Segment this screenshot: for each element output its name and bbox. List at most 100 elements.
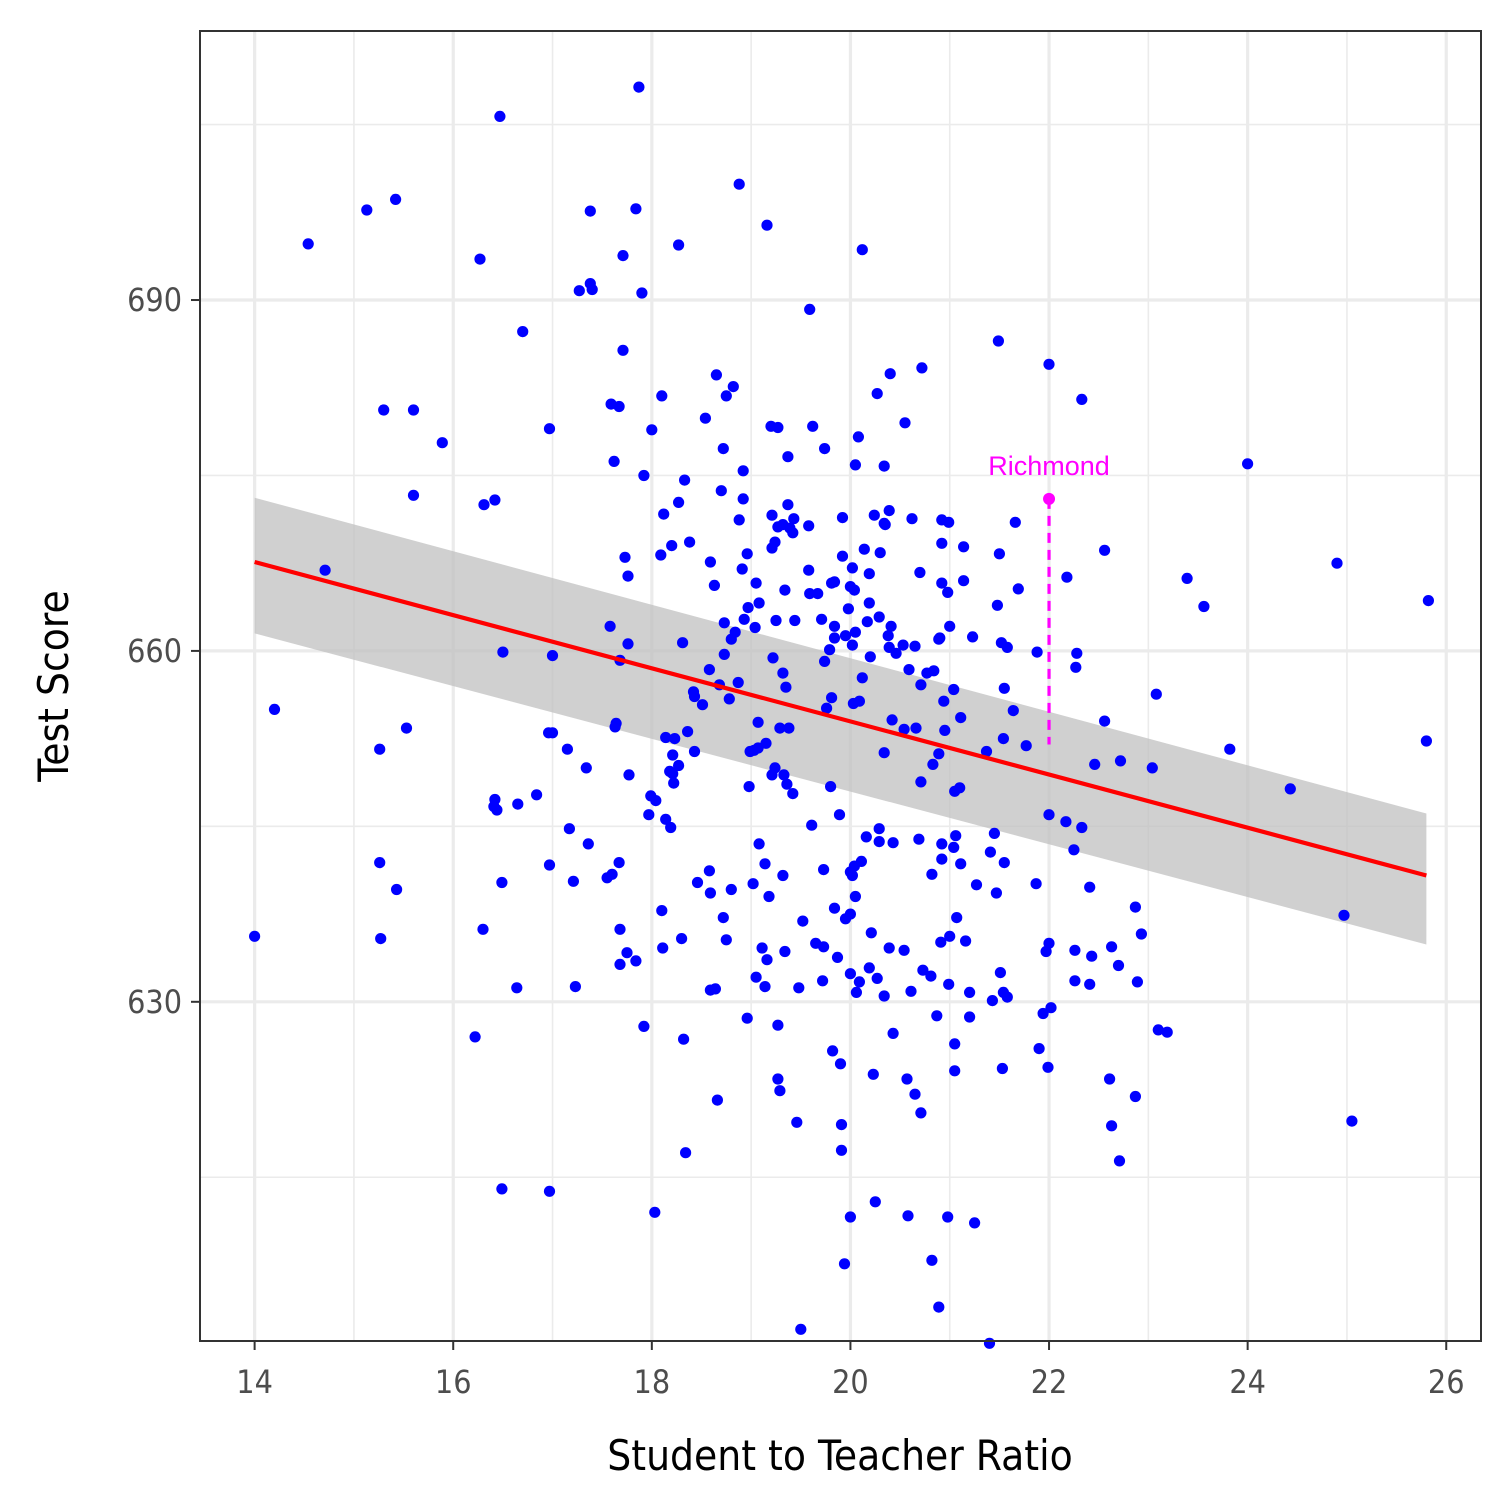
data-point: [512, 798, 524, 810]
data-point: [766, 769, 778, 781]
data-point: [936, 537, 948, 549]
data-point: [834, 1058, 847, 1070]
data-point: [935, 936, 947, 948]
data-point: [673, 239, 685, 251]
data-point: [374, 743, 386, 755]
data-point: [621, 947, 633, 959]
data-point: [743, 781, 755, 793]
data-point: [825, 781, 837, 793]
data-point: [646, 424, 658, 436]
data-point: [868, 509, 880, 521]
data-point: [268, 703, 281, 716]
data-point: [1104, 1073, 1116, 1085]
data-point: [742, 602, 754, 614]
data-point: [1045, 1002, 1057, 1014]
data-point: [1152, 1024, 1164, 1036]
data-point: [666, 540, 678, 552]
data-point: [942, 586, 954, 599]
data-point: [619, 551, 631, 563]
data-point: [511, 982, 523, 994]
data-point: [752, 716, 764, 728]
data-point: [997, 733, 1010, 745]
data-point: [622, 638, 634, 650]
data-point: [531, 789, 543, 801]
data-point: [656, 905, 668, 917]
data-point: [660, 813, 672, 825]
data-point: [249, 930, 261, 942]
data-point: [863, 597, 875, 609]
data-point: [733, 514, 745, 526]
data-point: [708, 579, 721, 592]
data-point: [804, 303, 816, 315]
data-point: [842, 603, 855, 615]
x-tick-label: 20: [832, 1363, 869, 1401]
data-point: [803, 564, 815, 576]
confidence-band-layer: [254, 497, 1427, 945]
data-point: [936, 838, 948, 850]
data-point: [489, 494, 501, 506]
data-point: [861, 616, 873, 628]
data-point: [478, 499, 490, 511]
data-point: [778, 769, 790, 781]
data-point: [878, 460, 890, 472]
data-point: [836, 550, 849, 562]
data-point: [863, 568, 875, 580]
data-point: [491, 804, 503, 816]
data-point: [936, 853, 948, 865]
data-point: [797, 915, 809, 927]
data-point: [1135, 928, 1147, 940]
data-point: [736, 563, 748, 575]
data-point: [669, 733, 681, 745]
data-point: [964, 1011, 976, 1023]
x-tick-label: 24: [1229, 1363, 1266, 1401]
data-point: [774, 722, 786, 734]
data-point: [633, 81, 645, 93]
data-point: [1198, 600, 1210, 613]
data-point: [1346, 1115, 1358, 1127]
data-point: [939, 724, 951, 737]
data-point: [704, 887, 717, 899]
data-point: [856, 244, 868, 256]
data-point: [668, 777, 680, 789]
data-point: [788, 513, 800, 525]
data-point: [824, 644, 836, 656]
data-point: [718, 617, 730, 629]
data-point: [1069, 944, 1081, 956]
data-point: [720, 934, 732, 946]
data-point: [803, 520, 815, 532]
data-point: [1001, 991, 1013, 1003]
data-point: [741, 1012, 753, 1024]
data-point: [725, 633, 737, 645]
data-point: [613, 857, 625, 869]
data-point: [374, 857, 386, 869]
data-point: [871, 972, 883, 985]
data-point: [791, 1116, 803, 1128]
data-point: [849, 890, 862, 903]
data-point: [955, 712, 967, 724]
data-point: [723, 693, 735, 705]
data-point: [582, 838, 594, 850]
data-point: [725, 883, 737, 896]
y-tick-label: 630: [127, 983, 182, 1021]
data-point: [936, 577, 948, 589]
data-point: [787, 527, 799, 539]
data-point: [949, 785, 961, 797]
data-point: [761, 219, 773, 231]
data-point: [667, 768, 679, 780]
data-point: [852, 431, 865, 443]
data-point: [844, 968, 857, 980]
data-point: [855, 855, 868, 868]
data-point: [543, 423, 556, 435]
data-point: [949, 1065, 961, 1077]
data-point: [839, 630, 852, 642]
annotation-label: Richmond: [988, 451, 1110, 481]
x-tick-label: 22: [1031, 1363, 1068, 1401]
data-point: [682, 726, 694, 738]
data-point: [766, 542, 778, 554]
x-tick-label: 18: [634, 1363, 671, 1401]
data-point: [400, 722, 413, 734]
data-point: [781, 778, 793, 790]
data-point: [1129, 1090, 1141, 1103]
data-point: [812, 588, 824, 600]
data-point: [903, 664, 915, 676]
